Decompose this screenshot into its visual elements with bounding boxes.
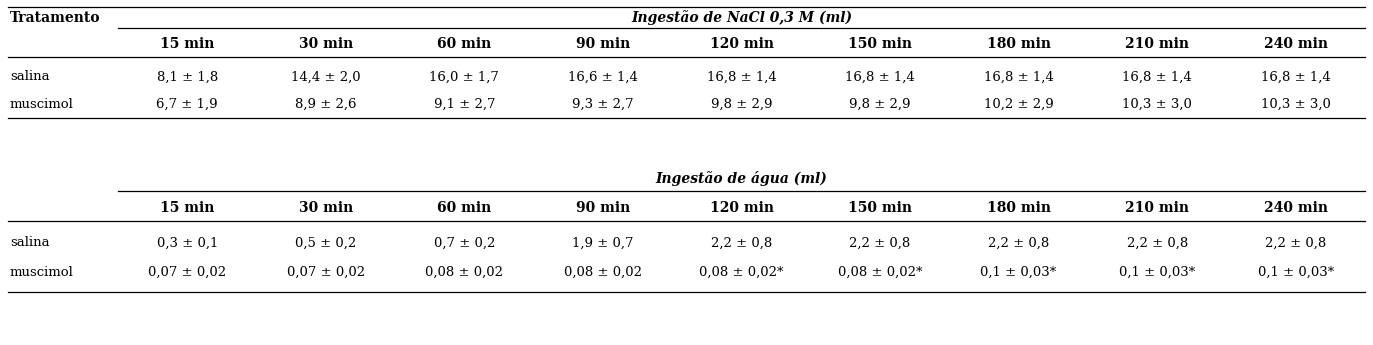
Text: 0,08 ± 0,02: 0,08 ± 0,02 [426, 266, 504, 278]
Text: 16,8 ± 1,4: 16,8 ± 1,4 [846, 70, 914, 83]
Text: 60 min: 60 min [437, 201, 492, 215]
Text: 120 min: 120 min [710, 37, 773, 51]
Text: 0,07 ± 0,02: 0,07 ± 0,02 [148, 266, 227, 278]
Text: 210 min: 210 min [1124, 37, 1189, 51]
Text: 0,1 ± 0,03*: 0,1 ± 0,03* [1119, 266, 1196, 278]
Text: 30 min: 30 min [299, 201, 353, 215]
Text: 6,7 ± 1,9: 6,7 ± 1,9 [157, 98, 218, 110]
Text: 9,3 ± 2,7: 9,3 ± 2,7 [573, 98, 634, 110]
Text: 9,8 ± 2,9: 9,8 ± 2,9 [711, 98, 772, 110]
Text: Ingestão de água (ml): Ingestão de água (ml) [655, 170, 828, 186]
Text: 15 min: 15 min [161, 37, 214, 51]
Text: 2,2 ± 0,8: 2,2 ± 0,8 [989, 237, 1049, 249]
Text: 16,8 ± 1,4: 16,8 ± 1,4 [1122, 70, 1192, 83]
Text: muscimol: muscimol [10, 266, 74, 278]
Text: 150 min: 150 min [849, 37, 912, 51]
Text: 10,3 ± 3,0: 10,3 ± 3,0 [1122, 98, 1192, 110]
Text: 16,0 ± 1,7: 16,0 ± 1,7 [430, 70, 500, 83]
Text: 240 min: 240 min [1263, 201, 1328, 215]
Text: salina: salina [10, 70, 49, 83]
Text: 16,6 ± 1,4: 16,6 ± 1,4 [568, 70, 638, 83]
Text: 16,8 ± 1,4: 16,8 ± 1,4 [1260, 70, 1330, 83]
Text: Ingestão de NaCl 0,3 M (ml): Ingestão de NaCl 0,3 M (ml) [632, 11, 853, 26]
Text: 60 min: 60 min [437, 37, 492, 51]
Text: 8,9 ± 2,6: 8,9 ± 2,6 [295, 98, 357, 110]
Text: Tratamento: Tratamento [10, 11, 100, 25]
Text: 0,1 ± 0,03*: 0,1 ± 0,03* [1258, 266, 1333, 278]
Text: 180 min: 180 min [987, 37, 1050, 51]
Text: 90 min: 90 min [575, 37, 630, 51]
Text: 0,08 ± 0,02*: 0,08 ± 0,02* [699, 266, 784, 278]
Text: 2,2 ± 0,8: 2,2 ± 0,8 [711, 237, 772, 249]
Text: 15 min: 15 min [161, 201, 214, 215]
Text: 2,2 ± 0,8: 2,2 ± 0,8 [1126, 237, 1188, 249]
Text: 14,4 ± 2,0: 14,4 ± 2,0 [291, 70, 361, 83]
Text: 0,7 ± 0,2: 0,7 ± 0,2 [434, 237, 496, 249]
Text: 30 min: 30 min [299, 37, 353, 51]
Text: 1,9 ± 0,7: 1,9 ± 0,7 [573, 237, 634, 249]
Text: 9,8 ± 2,9: 9,8 ± 2,9 [850, 98, 910, 110]
Text: 2,2 ± 0,8: 2,2 ± 0,8 [850, 237, 910, 249]
Text: 120 min: 120 min [710, 201, 773, 215]
Text: 90 min: 90 min [575, 201, 630, 215]
Text: 16,8 ± 1,4: 16,8 ± 1,4 [983, 70, 1053, 83]
Text: 8,1 ± 1,8: 8,1 ± 1,8 [157, 70, 218, 83]
Text: muscimol: muscimol [10, 98, 74, 110]
Text: 10,2 ± 2,9: 10,2 ± 2,9 [983, 98, 1053, 110]
Text: 10,3 ± 3,0: 10,3 ± 3,0 [1260, 98, 1330, 110]
Text: 0,08 ± 0,02: 0,08 ± 0,02 [564, 266, 643, 278]
Text: 0,08 ± 0,02*: 0,08 ± 0,02* [838, 266, 923, 278]
Text: 150 min: 150 min [849, 201, 912, 215]
Text: 240 min: 240 min [1263, 37, 1328, 51]
Text: salina: salina [10, 237, 49, 249]
Text: 210 min: 210 min [1124, 201, 1189, 215]
Text: 2,2 ± 0,8: 2,2 ± 0,8 [1265, 237, 1326, 249]
Text: 9,1 ± 2,7: 9,1 ± 2,7 [434, 98, 496, 110]
Text: 0,5 ± 0,2: 0,5 ± 0,2 [295, 237, 357, 249]
Text: 180 min: 180 min [987, 201, 1050, 215]
Text: 0,07 ± 0,02: 0,07 ± 0,02 [287, 266, 365, 278]
Text: 0,1 ± 0,03*: 0,1 ± 0,03* [980, 266, 1057, 278]
Text: 0,3 ± 0,1: 0,3 ± 0,1 [157, 237, 218, 249]
Text: 16,8 ± 1,4: 16,8 ± 1,4 [707, 70, 776, 83]
